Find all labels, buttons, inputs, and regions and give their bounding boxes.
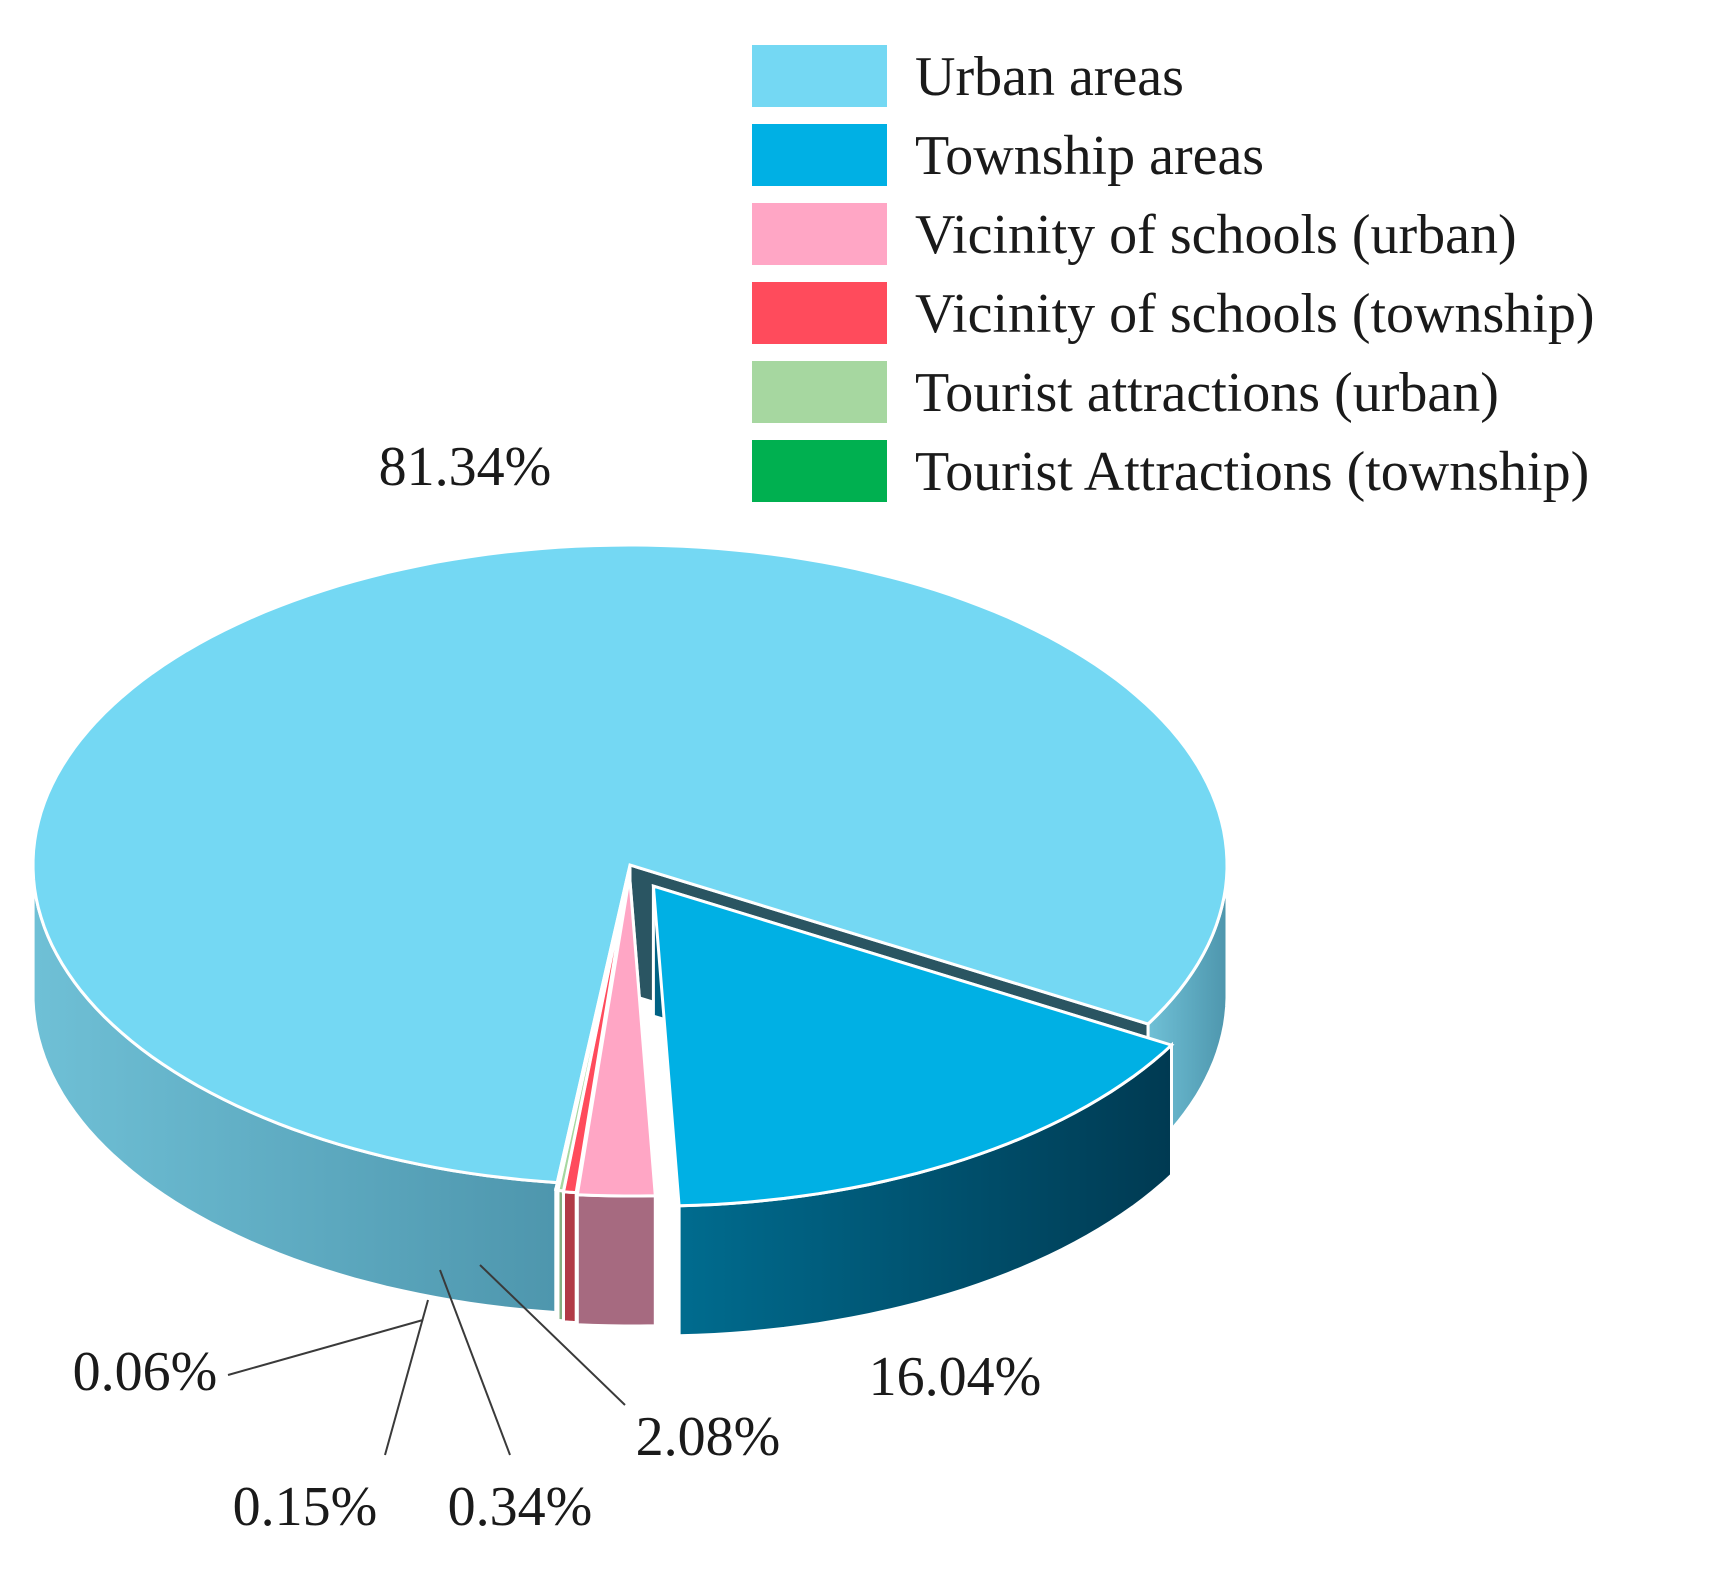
- legend-label-tourist-attractions-township: Tourist Attractions (township): [915, 441, 1589, 503]
- leader-line-tourist-attractions-township: [227, 1319, 424, 1376]
- legend: Urban areas Township areas Vicinity of sch…: [752, 45, 1594, 503]
- legend-label-urban-areas: Urban areas: [915, 46, 1184, 108]
- leader-line-tourist-attractions-urban: [384, 1299, 429, 1456]
- legend-swatch-tourist-attractions-township: [752, 440, 887, 502]
- pie-slice-urban-areas: [31, 543, 1229, 1185]
- value-label-urban-areas: 81.34%: [379, 436, 552, 498]
- legend-label-vicinity-of-schools-urban: Vicinity of schools (urban): [915, 204, 1517, 266]
- legend-swatch-vicinity-of-schools-urban: [752, 203, 887, 265]
- legend-swatch-vicinity-of-schools-township: [752, 282, 887, 344]
- value-label-vicinity-of-schools-township: 0.34%: [448, 1476, 593, 1538]
- pie-slice-township-areas: [651, 884, 1175, 1208]
- legend-label-township-areas: Township areas: [915, 125, 1264, 187]
- legend-label-vicinity-of-schools-township: Vicinity of schools (township): [915, 283, 1594, 345]
- value-label-tourist-attractions-township: 0.06%: [73, 1341, 218, 1403]
- leader-lines: [227, 1264, 626, 1456]
- value-label-vicinity-of-schools-urban: 2.08%: [636, 1406, 781, 1468]
- legend-label-tourist-attractions-urban: Tourist attractions (urban): [915, 362, 1499, 424]
- value-label-tourist-attractions-urban: 0.15%: [233, 1476, 378, 1538]
- value-label-township-areas: 16.04%: [869, 1346, 1042, 1408]
- pie-side-vicinity-of-schools-urban: [575, 1193, 657, 1328]
- legend-swatch-urban-areas: [752, 45, 887, 107]
- pie-side-vicinity-of-schools-township: [562, 1190, 578, 1325]
- legend-swatch-township-areas: [752, 124, 887, 186]
- leader-line-vicinity-of-schools-urban: [479, 1264, 626, 1406]
- leader-line-vicinity-of-schools-township: [439, 1269, 511, 1456]
- legend-swatch-tourist-attractions-urban: [752, 361, 887, 423]
- value-labels: 81.34% 16.04% 2.08% 0.34% 0.15% 0.06%: [73, 436, 1042, 1538]
- pie-slice-tourist-attractions-township: [553, 871, 631, 1191]
- pie-side-tourist-attractions-township: [554, 1187, 560, 1321]
- pie-slice-vicinity-of-schools-urban: [575, 875, 657, 1198]
- pie-body: [31, 543, 1229, 1338]
